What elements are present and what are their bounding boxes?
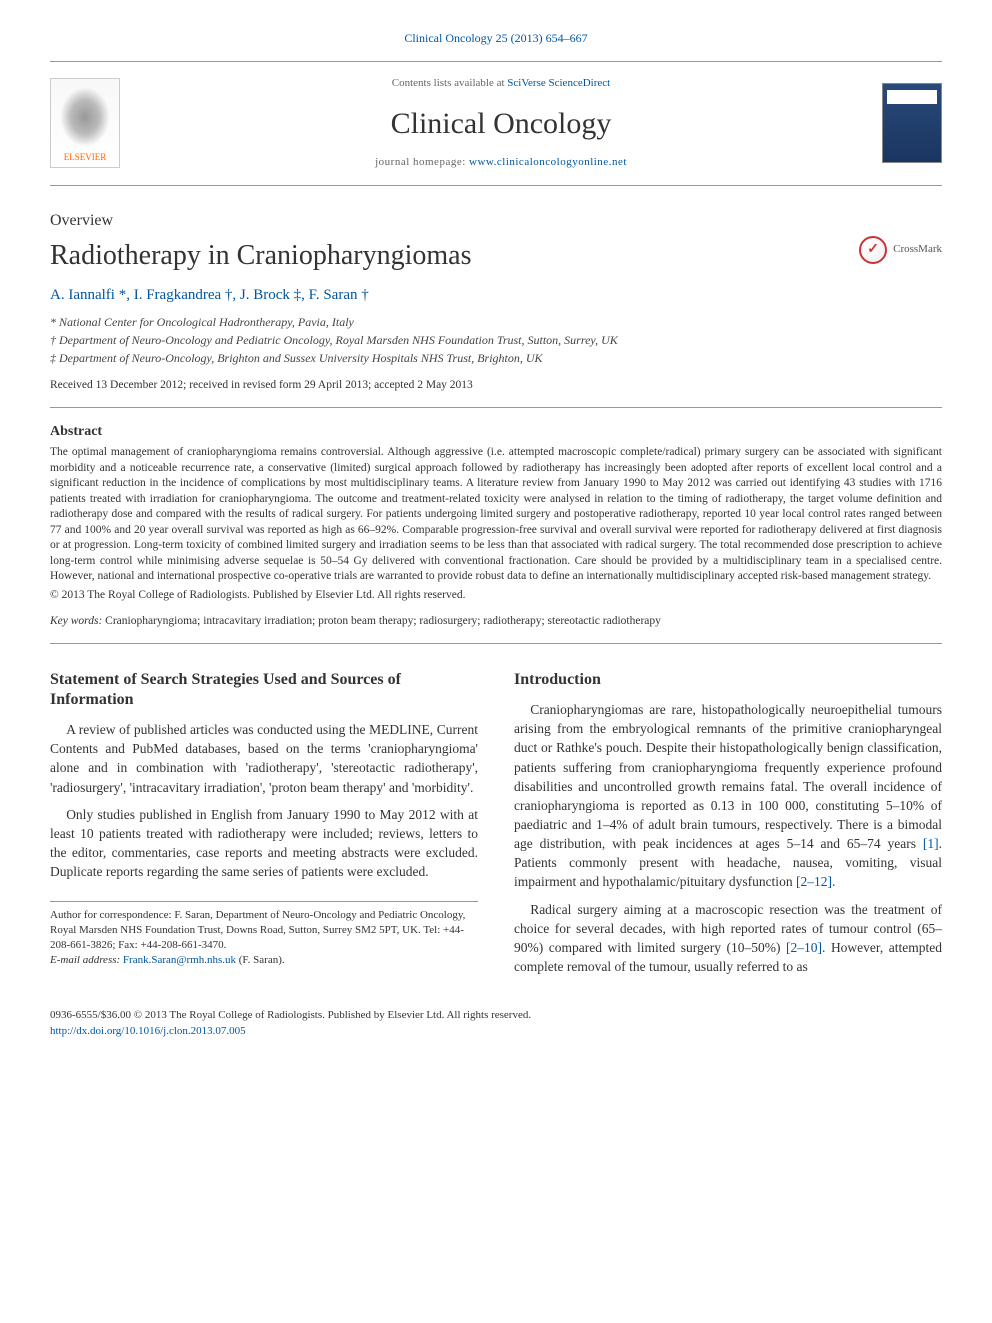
sciencedirect-link[interactable]: SciVerse ScienceDirect <box>507 77 610 89</box>
correspondence-footnote: Author for correspondence: F. Saran, Dep… <box>50 901 478 967</box>
abstract-text: The optimal management of craniopharyngi… <box>50 445 942 585</box>
intro-p1-c: . <box>832 874 835 889</box>
abstract-copyright: © 2013 The Royal College of Radiologists… <box>50 587 942 603</box>
page-footer: 0936-6555/$36.00 © 2013 The Royal Colleg… <box>50 1008 942 1039</box>
elsevier-logo[interactable]: ELSEVIER <box>50 78 120 168</box>
elsevier-label: ELSEVIER <box>64 151 107 164</box>
correspondence-text: Author for correspondence: F. Saran, Dep… <box>50 908 478 953</box>
keywords-label: Key words: <box>50 615 102 627</box>
journal-reference: Clinical Oncology 25 (2013) 654–667 <box>50 30 942 47</box>
search-para-2: Only studies published in English from J… <box>50 805 478 882</box>
search-strategies-heading: Statement of Search Strategies Used and … <box>50 670 478 710</box>
keywords-text: Craniopharyngioma; intracavitary irradia… <box>102 615 661 627</box>
article-type: Overview <box>50 210 942 232</box>
introduction-heading: Introduction <box>514 670 942 690</box>
intro-para-1: Craniopharyngiomas are rare, histopathol… <box>514 700 942 892</box>
article-title: Radiotherapy in Craniopharyngiomas <box>50 236 471 275</box>
elsevier-tree-icon <box>60 87 110 147</box>
homepage-link[interactable]: www.clinicaloncologyonline.net <box>469 156 627 168</box>
email-label: E-mail address: <box>50 954 120 966</box>
journal-name: Clinical Oncology <box>138 103 864 145</box>
ref-link-2-10[interactable]: [2–10] <box>786 940 822 955</box>
homepage-prefix: journal homepage: <box>375 156 469 168</box>
crossmark-icon: ✓ <box>859 236 887 264</box>
right-column: Introduction Craniopharyngiomas are rare… <box>514 670 942 984</box>
ref-link-1[interactable]: [1] <box>923 836 939 851</box>
header-center: Contents lists available at SciVerse Sci… <box>138 76 864 171</box>
contents-list-text: Contents lists available at SciVerse Sci… <box>138 76 864 91</box>
abstract-heading: Abstract <box>50 422 942 442</box>
title-row: Radiotherapy in Craniopharyngiomas ✓ Cro… <box>50 236 942 275</box>
crossmark-label: CrossMark <box>893 242 942 257</box>
body-columns: Statement of Search Strategies Used and … <box>50 670 942 984</box>
doi-link[interactable]: http://dx.doi.org/10.1016/j.clon.2013.07… <box>50 1025 246 1037</box>
article-history: Received 13 December 2012; received in r… <box>50 377 942 393</box>
ref-link-2-12[interactable]: [2–12] <box>796 874 832 889</box>
divider <box>50 643 942 644</box>
crossmark-widget[interactable]: ✓ CrossMark <box>859 236 942 264</box>
search-para-1: A review of published articles was condu… <box>50 720 478 797</box>
journal-header: ELSEVIER Contents lists available at Sci… <box>50 61 942 186</box>
left-column: Statement of Search Strategies Used and … <box>50 670 478 984</box>
affiliations: * National Center for Oncological Hadron… <box>50 314 942 366</box>
divider <box>50 407 942 408</box>
contents-prefix: Contents lists available at <box>392 77 507 89</box>
intro-p1-a: Craniopharyngiomas are rare, histopathol… <box>514 702 942 851</box>
footer-issn-copyright: 0936-6555/$36.00 © 2013 The Royal Colleg… <box>50 1008 942 1023</box>
affiliation-b: † Department of Neuro-Oncology and Pedia… <box>50 332 942 349</box>
intro-para-2: Radical surgery aiming at a macroscopic … <box>514 900 942 977</box>
journal-cover-thumbnail[interactable] <box>882 83 942 163</box>
affiliation-c: ‡ Department of Neuro-Oncology, Brighton… <box>50 350 942 367</box>
journal-homepage: journal homepage: www.clinicaloncologyon… <box>138 155 864 170</box>
keywords: Key words: Craniopharyngioma; intracavit… <box>50 613 942 629</box>
correspondence-email-link[interactable]: Frank.Saran@rmh.nhs.uk <box>123 954 236 966</box>
authors-list: A. Iannalfi *, I. Fragkandrea †, J. Broc… <box>50 285 942 306</box>
email-suffix: (F. Saran). <box>236 954 285 966</box>
affiliation-a: * National Center for Oncological Hadron… <box>50 314 942 331</box>
